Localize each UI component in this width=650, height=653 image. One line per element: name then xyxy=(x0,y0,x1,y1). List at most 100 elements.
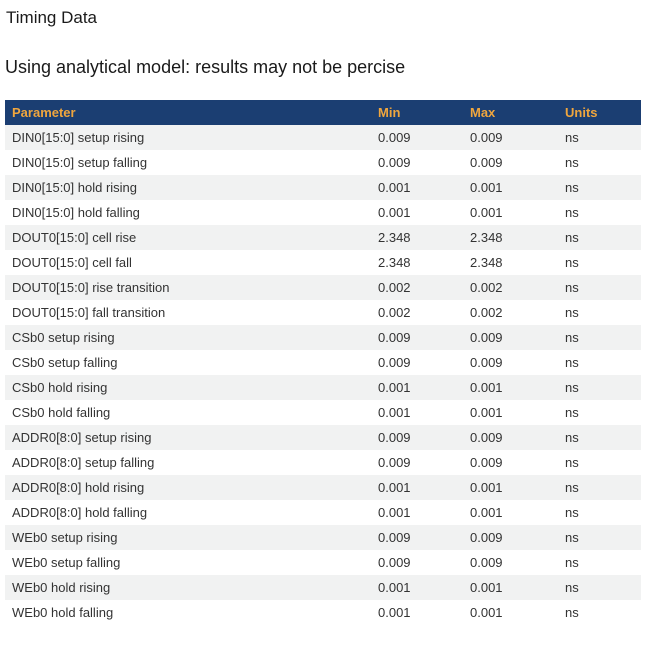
units-cell: ns xyxy=(565,355,579,370)
max-cell: 0.009 xyxy=(470,330,503,345)
table-row: DIN0[15:0] hold falling 0.001 0.001 ns xyxy=(5,200,641,225)
table-row: WEb0 setup falling 0.009 0.009 ns xyxy=(5,550,641,575)
parameter-cell: DOUT0[15:0] cell rise xyxy=(12,230,137,245)
table-row: CSb0 setup rising 0.009 0.009 ns xyxy=(5,325,641,350)
report-page: Timing Data Using analytical model: resu… xyxy=(0,7,650,625)
table-row: ADDR0[8:0] hold falling 0.001 0.001 ns xyxy=(5,500,641,525)
units-cell: ns xyxy=(565,230,579,245)
min-cell: 2.348 xyxy=(378,255,411,270)
min-cell: 0.009 xyxy=(378,430,411,445)
max-cell: 0.009 xyxy=(470,530,503,545)
max-cell: 0.001 xyxy=(470,505,503,520)
parameter-cell: WEb0 hold rising xyxy=(12,580,111,595)
max-cell: 0.001 xyxy=(470,205,503,220)
table-row: DIN0[15:0] setup falling 0.009 0.009 ns xyxy=(5,150,641,175)
units-cell: ns xyxy=(565,455,579,470)
max-cell: 0.009 xyxy=(470,130,503,145)
min-cell: 0.009 xyxy=(378,455,411,470)
max-cell: 0.009 xyxy=(470,430,503,445)
parameter-cell: DIN0[15:0] setup rising xyxy=(12,130,145,145)
min-cell: 0.001 xyxy=(378,505,411,520)
parameter-cell: CSb0 setup rising xyxy=(12,330,115,345)
units-cell: ns xyxy=(565,505,579,520)
max-cell: 0.001 xyxy=(470,380,503,395)
min-cell: 0.002 xyxy=(378,305,411,320)
column-header-parameter: Parameter xyxy=(12,105,76,120)
page-subtitle: Using analytical model: results may not … xyxy=(5,57,406,77)
max-cell: 2.348 xyxy=(470,255,503,270)
max-cell: 0.001 xyxy=(470,180,503,195)
max-cell: 0.001 xyxy=(470,605,503,620)
min-cell: 0.001 xyxy=(378,580,411,595)
min-cell: 0.002 xyxy=(378,280,411,295)
min-cell: 0.001 xyxy=(378,405,411,420)
min-cell: 0.009 xyxy=(378,555,411,570)
units-cell: ns xyxy=(565,305,579,320)
table-row: CSb0 hold rising 0.001 0.001 ns xyxy=(5,375,641,400)
parameter-cell: CSb0 setup falling xyxy=(12,355,118,370)
units-cell: ns xyxy=(565,405,579,420)
table-row: WEb0 hold rising 0.001 0.001 ns xyxy=(5,575,641,600)
parameter-cell: DIN0[15:0] hold rising xyxy=(12,180,138,195)
max-cell: 0.002 xyxy=(470,305,503,320)
min-cell: 0.001 xyxy=(378,480,411,495)
parameter-cell: ADDR0[8:0] setup rising xyxy=(12,430,152,445)
parameter-cell: ADDR0[8:0] hold rising xyxy=(12,480,145,495)
units-cell: ns xyxy=(565,555,579,570)
min-cell: 2.348 xyxy=(378,230,411,245)
max-cell: 0.009 xyxy=(470,455,503,470)
min-cell: 0.001 xyxy=(378,380,411,395)
max-cell: 0.002 xyxy=(470,280,503,295)
max-cell: 0.009 xyxy=(470,355,503,370)
timing-table-header: Parameter Min Max Units xyxy=(5,100,641,125)
column-header-min: Min xyxy=(378,105,401,120)
page-title: Timing Data xyxy=(6,8,98,27)
parameter-cell: WEb0 setup rising xyxy=(12,530,118,545)
units-cell: ns xyxy=(565,205,579,220)
table-row: DIN0[15:0] setup rising 0.009 0.009 ns xyxy=(5,125,641,150)
units-cell: ns xyxy=(565,280,579,295)
min-cell: 0.009 xyxy=(378,355,411,370)
table-row: DOUT0[15:0] cell fall 2.348 2.348 ns xyxy=(5,250,641,275)
table-row: CSb0 hold falling 0.001 0.001 ns xyxy=(5,400,641,425)
parameter-cell: DOUT0[15:0] cell fall xyxy=(12,255,132,270)
parameter-cell: CSb0 hold rising xyxy=(12,380,108,395)
timing-table-body: DIN0[15:0] setup rising 0.009 0.009 ns DIN0[… xyxy=(5,125,641,625)
column-header-max: Max xyxy=(470,105,496,120)
units-cell: ns xyxy=(565,380,579,395)
units-cell: ns xyxy=(565,330,579,345)
table-row: WEb0 setup rising 0.009 0.009 ns xyxy=(5,525,641,550)
units-cell: ns xyxy=(565,480,579,495)
max-cell: 2.348 xyxy=(470,230,503,245)
parameter-cell: DOUT0[15:0] fall transition xyxy=(12,305,166,320)
min-cell: 0.001 xyxy=(378,605,411,620)
min-cell: 0.009 xyxy=(378,130,411,145)
min-cell: 0.001 xyxy=(378,205,411,220)
parameter-cell: ADDR0[8:0] setup falling xyxy=(12,455,155,470)
units-cell: ns xyxy=(565,580,579,595)
header-row: Parameter Min Max Units xyxy=(5,100,641,125)
units-cell: ns xyxy=(565,130,579,145)
min-cell: 0.001 xyxy=(378,180,411,195)
parameter-cell: CSb0 hold falling xyxy=(12,405,111,420)
table-row: CSb0 setup falling 0.009 0.009 ns xyxy=(5,350,641,375)
table-row: WEb0 hold falling 0.001 0.001 ns xyxy=(5,600,641,625)
min-cell: 0.009 xyxy=(378,330,411,345)
max-cell: 0.001 xyxy=(470,580,503,595)
table-row: ADDR0[8:0] hold rising 0.001 0.001 ns xyxy=(5,475,641,500)
table-row: DOUT0[15:0] rise transition 0.002 0.002 ns xyxy=(5,275,641,300)
table-row: ADDR0[8:0] setup rising 0.009 0.009 ns xyxy=(5,425,641,450)
min-cell: 0.009 xyxy=(378,530,411,545)
units-cell: ns xyxy=(565,180,579,195)
units-cell: ns xyxy=(565,155,579,170)
units-cell: ns xyxy=(565,605,579,620)
max-cell: 0.001 xyxy=(470,405,503,420)
max-cell: 0.001 xyxy=(470,480,503,495)
table-row: DOUT0[15:0] cell rise 2.348 2.348 ns xyxy=(5,225,641,250)
parameter-cell: DOUT0[15:0] rise transition xyxy=(12,280,170,295)
timing-table: Parameter Min Max Units DIN0[15:0] setup… xyxy=(5,100,641,625)
parameter-cell: ADDR0[8:0] hold falling xyxy=(12,505,148,520)
parameter-cell: DIN0[15:0] hold falling xyxy=(12,205,140,220)
units-cell: ns xyxy=(565,430,579,445)
units-cell: ns xyxy=(565,530,579,545)
